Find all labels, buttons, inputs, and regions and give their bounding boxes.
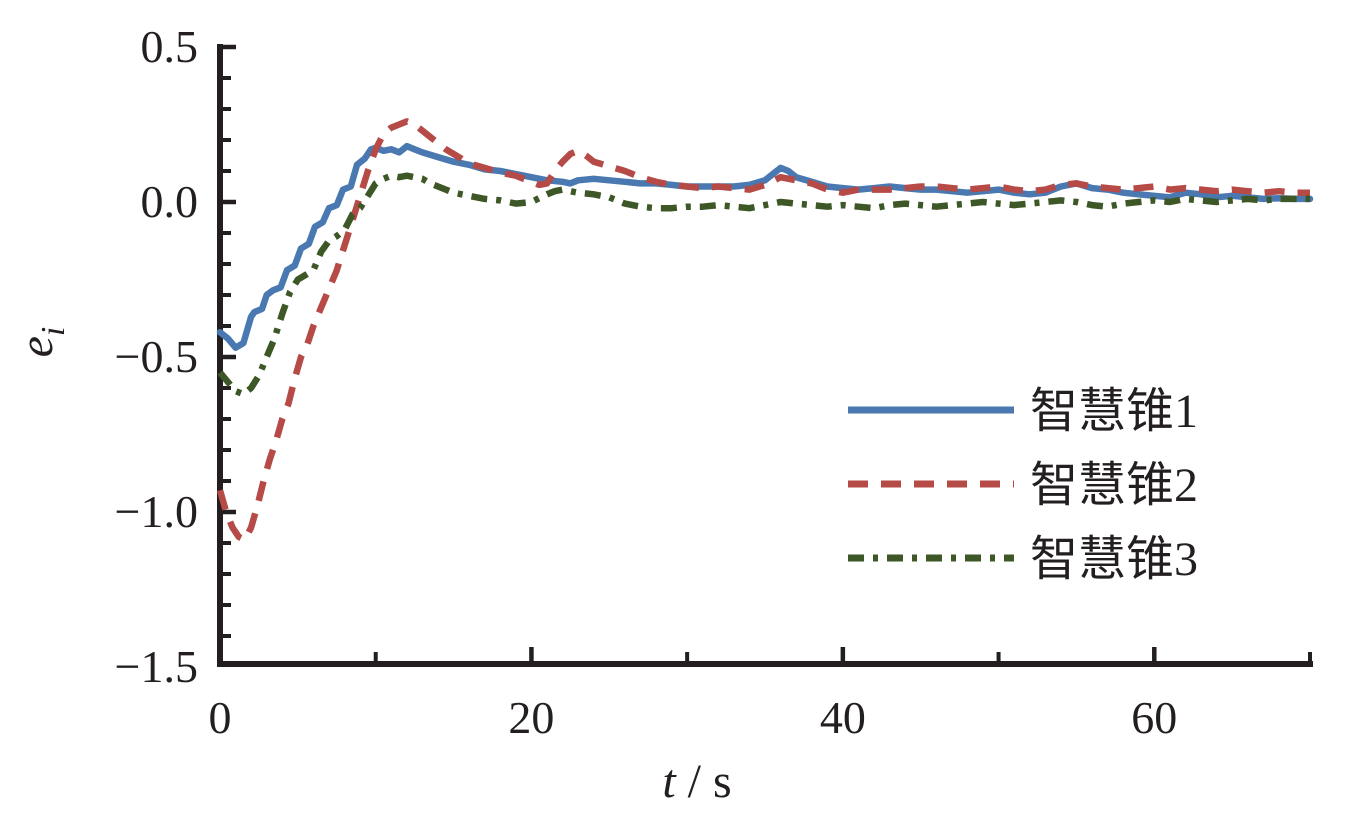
- data-series-lines: [216, 118, 1314, 544]
- axis-spines: [217, 44, 1313, 667]
- x-tick-label: 40: [820, 692, 866, 743]
- y-tick-label: 0.5: [141, 21, 199, 72]
- y-tick-label: −1.5: [115, 641, 198, 692]
- legend-label: 智慧锥3: [1030, 533, 1198, 586]
- axis-titles: t / s ei: [10, 327, 732, 808]
- x-tick-label: 60: [1131, 692, 1177, 743]
- legend: 智慧锥1 智慧锥2 智慧锥3: [848, 385, 1198, 586]
- axis-ticks: [222, 44, 1312, 661]
- x-tick-label: 20: [508, 692, 554, 743]
- y-tick-label: −0.5: [115, 331, 198, 382]
- y-tick-label: 0.0: [141, 176, 199, 227]
- y-tick-label: −1.0: [115, 486, 198, 537]
- x-axis-title: t / s: [662, 755, 731, 808]
- series-line-3: [217, 172, 1310, 398]
- x-tick-labels: 0 20 40 60: [209, 692, 1178, 743]
- y-axis-title: ei: [10, 327, 72, 358]
- series-line-2: [216, 118, 1310, 544]
- legend-label: 智慧锥2: [1030, 459, 1198, 512]
- y-tick-labels: 0.5 0.0 −0.5 −1.0 −1.5: [115, 21, 198, 692]
- legend-label: 智慧锥1: [1030, 385, 1198, 438]
- x-tick-label: 0: [209, 692, 232, 743]
